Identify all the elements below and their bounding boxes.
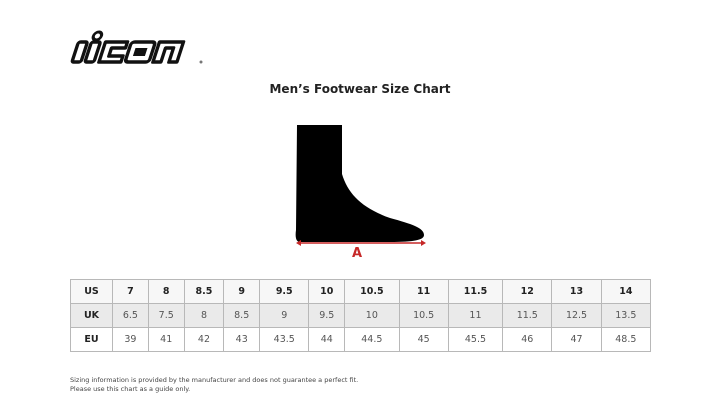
size-cell: 10.5 xyxy=(344,279,400,304)
size-cell: 43 xyxy=(223,327,261,352)
row-header: UK xyxy=(70,303,113,328)
table-row-us: US 7 8 8.5 9 9.5 10 10.5 11 11.5 12 13 14 xyxy=(70,279,652,304)
size-cell: 12 xyxy=(502,279,553,304)
size-cell: 44.5 xyxy=(344,327,400,352)
row-header: US xyxy=(70,279,113,304)
size-cell: 47 xyxy=(551,327,602,352)
size-cell: 9 xyxy=(259,303,310,328)
size-cell: 14 xyxy=(600,279,652,304)
size-cell: 12.5 xyxy=(551,303,602,328)
table-row-uk: UK 6.5 7.5 8 8.5 9 9.5 10 10.5 11 11.5 12.5 13.5 xyxy=(70,303,652,328)
foot-measurement-diagram xyxy=(295,125,426,246)
size-cell: 8 xyxy=(183,303,225,328)
icon-brand-logo xyxy=(70,30,203,64)
size-cell: 48.5 xyxy=(600,327,652,352)
row-header: EU xyxy=(70,327,113,352)
size-cell: 42 xyxy=(183,327,225,352)
disclaimer: Sizing information is provided by the ma… xyxy=(70,376,358,394)
size-cell: 11 xyxy=(447,303,504,328)
size-cell: 10 xyxy=(308,279,346,304)
size-cell: 8.5 xyxy=(183,279,225,304)
disclaimer-line-2: Please use this chart as a guide only. xyxy=(70,385,191,393)
size-cell: 11 xyxy=(398,279,449,304)
size-table: US 7 8 8.5 9 9.5 10 10.5 11 11.5 12 13 14 UK 6.5 7.5 8 8.… xyxy=(70,279,652,352)
size-cell: 6.5 xyxy=(112,303,149,328)
measure-label: A xyxy=(352,246,363,261)
size-cell: 7.5 xyxy=(147,303,185,328)
sock-silhouette xyxy=(295,125,424,242)
page-title: Men’s Footwear Size Chart xyxy=(269,82,451,96)
measure-arrow xyxy=(296,240,426,246)
size-cell: 7 xyxy=(112,279,149,304)
size-cell: 8.5 xyxy=(223,303,261,328)
size-cell: 45 xyxy=(398,327,449,352)
size-cell: 41 xyxy=(147,327,185,352)
size-cell: 10.5 xyxy=(398,303,449,328)
size-cell: 9.5 xyxy=(259,279,310,304)
size-cell: 11.5 xyxy=(502,303,553,328)
size-cell: 9 xyxy=(223,279,261,304)
size-cell: 44 xyxy=(308,327,346,352)
size-cell: 45.5 xyxy=(447,327,504,352)
size-cell: 11.5 xyxy=(447,279,504,304)
size-cell: 43.5 xyxy=(259,327,310,352)
disclaimer-line-1: Sizing information is provided by the ma… xyxy=(70,376,359,384)
size-cell: 8 xyxy=(147,279,185,304)
size-cell: 13.5 xyxy=(600,303,652,328)
size-cell: 9.5 xyxy=(308,303,346,328)
size-cell: 10 xyxy=(344,303,400,328)
size-cell: 39 xyxy=(112,327,149,352)
size-cell: 13 xyxy=(551,279,602,304)
size-cell: 46 xyxy=(502,327,553,352)
table-row-eu: EU 39 41 42 43 43.5 44 44.5 45 45.5 46 47 48.5 xyxy=(70,327,652,352)
